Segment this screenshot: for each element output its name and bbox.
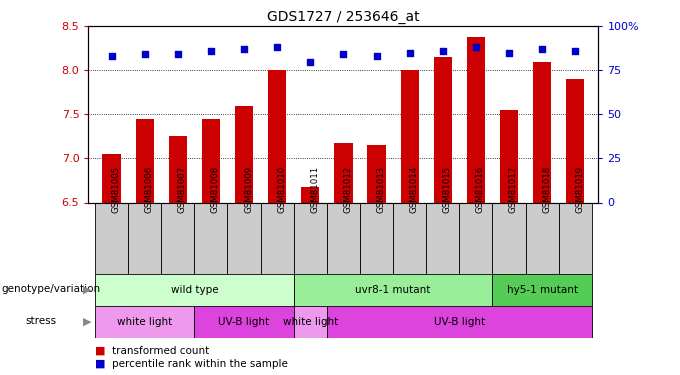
Bar [135,119,154,202]
Text: genotype/variation: genotype/variation [1,285,101,294]
Text: GSM81014: GSM81014 [409,166,419,213]
Bar [327,306,592,338]
Bar [301,187,320,202]
Bar [335,142,352,202]
Point [205,48,216,54]
Text: wild type: wild type [171,285,218,295]
Text: stress: stress [26,316,57,326]
Bar [95,274,294,306]
Bar [268,70,286,202]
Bar [492,274,592,306]
Text: ▶: ▶ [83,285,91,294]
Bar [95,202,128,274]
Bar [95,306,194,338]
Bar [401,70,419,202]
Text: GSM81008: GSM81008 [211,166,220,213]
Point [570,48,581,54]
Text: ■: ■ [95,346,105,355]
Bar [459,202,492,274]
Bar [327,202,360,274]
Bar [559,202,592,274]
Bar [228,202,260,274]
Text: GSM81017: GSM81017 [509,166,518,213]
Text: GSM81005: GSM81005 [112,166,120,213]
Bar [194,202,228,274]
Text: GSM81009: GSM81009 [244,166,253,213]
Bar [128,202,161,274]
Text: UV-B light: UV-B light [434,316,485,327]
Bar [169,136,187,202]
Text: GSM81016: GSM81016 [476,166,485,213]
Text: GSM81012: GSM81012 [343,166,352,213]
Text: hy5-1 mutant: hy5-1 mutant [507,285,577,295]
Bar [194,306,294,338]
Point [272,44,283,50]
Point [338,51,349,57]
Point [172,51,183,57]
Point [106,53,117,59]
Point [504,50,515,56]
Point [437,48,448,54]
Bar [466,37,485,203]
Text: white light: white light [117,316,172,327]
Point [139,51,150,57]
Text: GSM81007: GSM81007 [177,166,187,213]
Bar [526,202,559,274]
Text: GSM81011: GSM81011 [310,166,320,213]
Bar [202,119,220,202]
Bar [367,145,386,202]
Point [371,53,382,59]
Text: UV-B light: UV-B light [218,316,269,327]
Point [471,44,481,50]
Bar [235,106,253,202]
Text: percentile rank within the sample: percentile rank within the sample [112,359,288,369]
Bar [393,202,426,274]
Text: ▶: ▶ [83,316,91,326]
Bar [103,154,120,203]
Bar [294,202,327,274]
Title: GDS1727 / 253646_at: GDS1727 / 253646_at [267,10,420,24]
Bar [161,202,194,274]
Bar [294,274,492,306]
Bar [294,306,327,338]
Bar [260,202,294,274]
Bar [492,202,526,274]
Text: white light: white light [283,316,338,327]
Bar [426,202,459,274]
Point [239,46,250,52]
Bar [360,202,393,274]
Point [404,50,415,56]
Text: GSM81018: GSM81018 [542,166,551,213]
Bar [500,110,518,202]
Bar [566,79,584,203]
Point [537,46,547,52]
Text: GSM81015: GSM81015 [443,166,452,213]
Bar [533,62,551,202]
Text: ■: ■ [95,359,105,369]
Text: GSM81010: GSM81010 [277,166,286,213]
Text: GSM81019: GSM81019 [575,166,584,213]
Text: GSM81006: GSM81006 [145,166,154,213]
Text: uvr8-1 mutant: uvr8-1 mutant [356,285,430,295]
Bar [434,57,452,202]
Text: GSM81013: GSM81013 [377,166,386,213]
Text: transformed count: transformed count [112,346,209,355]
Point [305,58,316,64]
